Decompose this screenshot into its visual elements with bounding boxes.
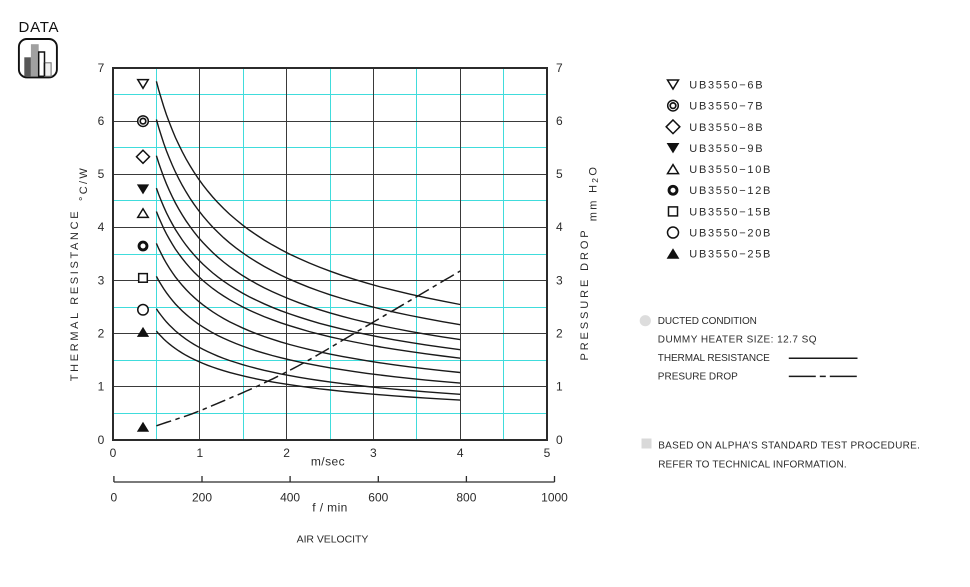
- svg-text:1: 1: [98, 380, 105, 394]
- svg-text:0: 0: [110, 446, 117, 460]
- svg-text:BASED ON ALPHA’S STANDARD TEST: BASED ON ALPHA’S STANDARD TEST PROCEDURE…: [658, 441, 920, 452]
- svg-text:f / min: f / min: [312, 501, 347, 515]
- svg-text:5: 5: [556, 167, 563, 181]
- svg-text:7: 7: [98, 61, 105, 75]
- svg-text:m/sec: m/sec: [311, 455, 345, 469]
- svg-text:0: 0: [98, 433, 105, 447]
- svg-text:4: 4: [556, 220, 563, 234]
- svg-text:DUMMY HEATER SIZE: 12.7 SQ: DUMMY HEATER SIZE: 12.7 SQ: [658, 335, 817, 346]
- svg-text:UB3550−8B: UB3550−8B: [689, 122, 764, 134]
- svg-text:400: 400: [280, 491, 300, 505]
- svg-text:AIR VELOCITY: AIR VELOCITY: [297, 534, 369, 546]
- svg-text:UB3550−6B: UB3550−6B: [689, 80, 764, 92]
- svg-text:UB3550−9B: UB3550−9B: [689, 143, 764, 155]
- svg-text:1: 1: [196, 446, 203, 460]
- svg-text:200: 200: [192, 491, 212, 505]
- svg-text:PRESURE DROP: PRESURE DROP: [658, 372, 738, 383]
- svg-text:PRESSURE DROP: PRESSURE DROP: [579, 227, 591, 360]
- svg-text:UB3550−15B: UB3550−15B: [689, 206, 772, 218]
- svg-text:DATA: DATA: [19, 19, 60, 36]
- svg-text:3: 3: [370, 446, 377, 460]
- svg-text:UB3550−10B: UB3550−10B: [689, 164, 772, 176]
- svg-text:7: 7: [556, 61, 563, 75]
- svg-text:REFER TO TECHNICAL INFORMATION: REFER TO TECHNICAL INFORMATION.: [658, 460, 847, 471]
- svg-text:4: 4: [98, 220, 105, 234]
- svg-text:5: 5: [98, 167, 105, 181]
- svg-text:UB3550−25B: UB3550−25B: [689, 249, 772, 261]
- svg-text:6: 6: [556, 114, 563, 128]
- svg-text:3: 3: [556, 273, 563, 287]
- svg-text:UB3550−7B: UB3550−7B: [689, 101, 764, 113]
- svg-text:5: 5: [544, 446, 551, 460]
- svg-text:2: 2: [556, 327, 563, 341]
- svg-text:UB3550−20B: UB3550−20B: [689, 228, 772, 240]
- svg-text:3: 3: [98, 273, 105, 287]
- svg-text:DUCTED CONDITION: DUCTED CONDITION: [658, 316, 757, 327]
- svg-text:600: 600: [368, 491, 388, 505]
- svg-text:mm H2O: mm H2O: [588, 165, 601, 221]
- svg-text:800: 800: [456, 491, 476, 505]
- svg-text:0: 0: [556, 433, 563, 447]
- svg-text:2: 2: [283, 446, 290, 460]
- svg-text:1: 1: [556, 380, 563, 394]
- svg-text:4: 4: [457, 446, 464, 460]
- svg-text:°C/W: °C/W: [78, 166, 90, 201]
- svg-text:1000: 1000: [541, 491, 568, 505]
- svg-text:THERMAL RESISTANCE: THERMAL RESISTANCE: [69, 209, 81, 381]
- svg-text:2: 2: [98, 327, 105, 341]
- svg-text:0: 0: [111, 491, 118, 505]
- svg-text:UB3550−12B: UB3550−12B: [689, 185, 772, 197]
- svg-text:6: 6: [98, 114, 105, 128]
- svg-text:THERMAL RESISTANCE: THERMAL RESISTANCE: [658, 353, 770, 364]
